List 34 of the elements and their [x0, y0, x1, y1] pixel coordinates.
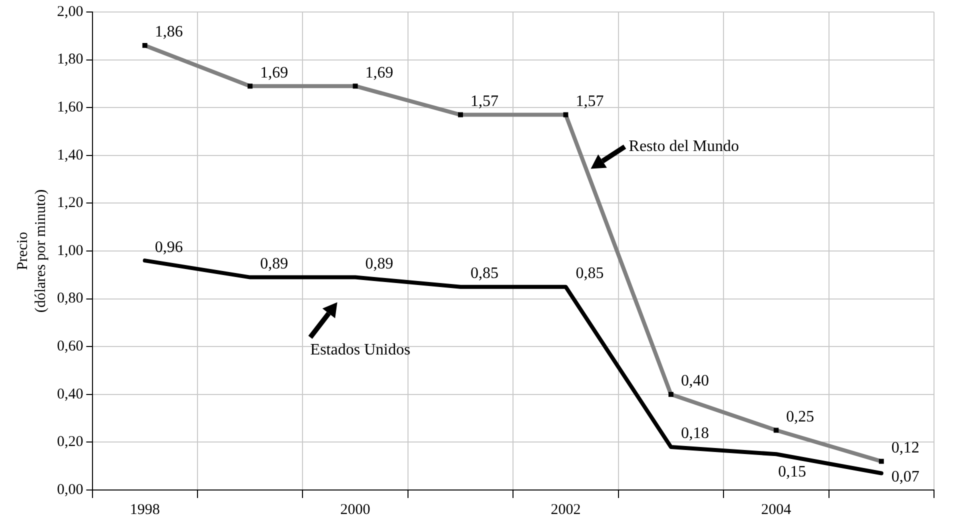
y-tick-label: 0,20 [57, 434, 84, 450]
x-tick-label: 1998 [130, 502, 160, 518]
annotation: Resto del Mundo [628, 138, 739, 155]
data-label: 0,89 [260, 255, 288, 272]
annotation: Estados Unidos [310, 341, 410, 358]
y-tick-label: 0,80 [57, 290, 84, 307]
y-tick-label: 1,80 [57, 52, 84, 68]
y-tick-label: 2,00 [57, 4, 84, 20]
data-label: 0,89 [365, 255, 394, 272]
data-label: 0,15 [778, 463, 806, 480]
y-axis-title: Precio (dólares por minuto) [14, 189, 49, 313]
data-label: 1,86 [154, 24, 183, 41]
data-label: 1,57 [470, 92, 499, 110]
x-tick-label: 2000 [340, 502, 370, 518]
data-label: 0,96 [154, 238, 183, 256]
y-tick-label: 0,40 [57, 386, 84, 402]
y-tick-label: 1,20 [57, 195, 84, 212]
data-label: 1,69 [260, 64, 288, 82]
x-tick-label: 2004 [761, 502, 792, 518]
data-label: 0,85 [470, 265, 499, 282]
y-tick-label: 1,00 [57, 242, 84, 259]
data-label: 1,57 [576, 92, 604, 110]
data-label: 0,25 [786, 408, 814, 426]
y-tick-label: 1,60 [57, 100, 84, 116]
data-label: 0,85 [576, 265, 604, 282]
data-label: 1,69 [365, 64, 394, 82]
y-tick-label: 0,60 [57, 338, 84, 355]
data-label: 0,40 [680, 372, 709, 390]
data-label: 0,07 [891, 468, 920, 486]
y-tick-label: 0,00 [57, 482, 84, 498]
data-label: 0,12 [891, 440, 920, 457]
x-tick-label: 2002 [550, 502, 581, 518]
y-tick-label: 1,40 [57, 147, 84, 164]
data-label: 0,18 [680, 425, 709, 442]
